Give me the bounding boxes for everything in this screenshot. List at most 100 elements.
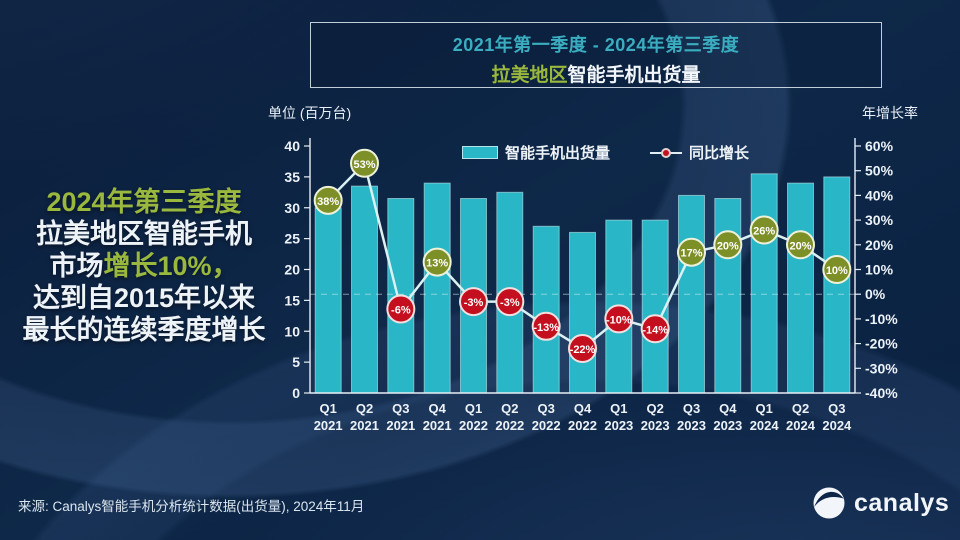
growth-marker-Q4-2022 (568, 334, 597, 364)
bar-Q4-2022 (569, 231, 596, 394)
x-label-quarter: Q4 (574, 401, 592, 416)
right-axis-tick-label: 50% (865, 163, 894, 179)
canalys-logo: canalys (812, 486, 949, 520)
legend-dot-icon (661, 147, 672, 158)
headline-line-3: 市场增长10%， (8, 250, 280, 282)
legend-item-shipments: 智能手机出货量 (462, 142, 610, 163)
headline-line-3-white: 市场 (49, 251, 104, 281)
x-label-quarter: Q1 (755, 401, 772, 416)
canalys-logo-text: canalys (854, 488, 950, 517)
x-label-year: 2021 (350, 418, 379, 433)
bar-Q3-2023 (678, 194, 705, 394)
growth-marker-Q3-2022 (531, 311, 561, 341)
legend-bar-label: 智能手机出货量 (505, 145, 611, 162)
growth-marker-label: 20% (789, 240, 811, 252)
bar-Q2-2024 (787, 182, 814, 394)
growth-marker-label: -3% (464, 297, 484, 309)
left-axis-tick-label: 35 (284, 169, 300, 185)
right-axis-tick-label: 40% (865, 187, 894, 203)
legend-bar-swatch (462, 146, 498, 159)
growth-marker-label: 13% (426, 258, 448, 270)
headline-line-3-green: 增长10%， (103, 251, 239, 281)
x-label-year: 2022 (532, 418, 561, 433)
growth-marker-Q1-2023 (604, 304, 634, 334)
legend-line-label: 同比增长 (689, 145, 750, 162)
left-axis-tick-label: 25 (284, 231, 300, 247)
bar-Q4-2023 (714, 198, 742, 394)
right-axis-tick-label: -40% (865, 385, 898, 401)
left-axis-tick-label: 20 (284, 262, 300, 278)
x-label-quarter: Q2 (792, 401, 809, 416)
growth-marker-label: -14% (642, 324, 668, 336)
headline-line-4: 达到自2015年以来 (32, 283, 256, 313)
growth-marker-Q3-2021 (386, 294, 416, 324)
x-label-year: 2024 (750, 418, 780, 433)
growth-marker-Q2-2021 (350, 148, 379, 178)
x-label-quarter: Q1 (465, 401, 482, 416)
right-axis-tick-label: 20% (865, 237, 894, 253)
growth-marker-label: 17% (680, 248, 702, 260)
growth-marker-Q1-2021 (313, 185, 343, 215)
chart-svg: 0 5 10 15 20 25 30 35 40 -40% -30% -20% -10% 0% 10% 20%… (284, 138, 898, 433)
x-label-quarter: Q3 (683, 401, 700, 416)
legend-item-growth: 同比增长 (650, 142, 749, 163)
chart-title-box: 2021年第一季度 - 2024年第三季度 拉美地区智能手机出货量 (310, 22, 882, 88)
growth-marker-Q3-2023 (677, 237, 706, 267)
growth-marker-Q3-2024 (822, 255, 852, 284)
headline-line-5: 最长的连续季度增长 (22, 315, 266, 345)
bar-Q2-2023 (641, 219, 669, 394)
chart-title-main: 拉美地区智能手机出货量 (311, 60, 881, 87)
x-label-quarter: Q3 (537, 401, 554, 416)
right-axis-title: 年增长率 (862, 105, 918, 121)
x-label-year: 2022 (459, 418, 488, 433)
growth-marker-Q1-2024 (749, 215, 779, 245)
x-label-quarter: Q3 (828, 401, 845, 416)
x-label-quarter: Q1 (319, 401, 336, 416)
bar-Q2-2021 (351, 185, 378, 394)
growth-marker-Q2-2024 (786, 230, 815, 260)
x-label-quarter: Q2 (501, 401, 518, 416)
growth-marker-Q4-2021 (422, 247, 452, 277)
left-axis-tick-label: 10 (284, 323, 300, 339)
growth-marker-Q1-2022 (459, 287, 488, 317)
right-axis-tick-label: 30% (865, 212, 894, 228)
x-label-year: 2022 (495, 418, 524, 433)
growth-marker-label: -6% (391, 305, 411, 317)
x-label-year: 2021 (314, 418, 343, 433)
left-axis-tick-label: 40 (284, 138, 300, 154)
x-label-quarter: Q3 (392, 401, 409, 416)
growth-marker-Q2-2022 (495, 287, 525, 317)
chart-title-region: 拉美地区 (491, 65, 568, 86)
headline-line-2: 拉美地区智能手机 (36, 219, 252, 249)
left-axis-tick-label: 5 (292, 354, 300, 370)
right-axis-tick-label: -30% (865, 360, 898, 376)
x-label-year: 2022 (568, 418, 597, 433)
right-axis-tick-label: 10% (865, 262, 894, 278)
left-axis-title: 单位 (百万台) (268, 105, 352, 121)
bar-Q3-2024 (823, 176, 851, 394)
bar-Q4-2021 (423, 182, 451, 394)
chart-title-period: 2021年第一季度 - 2024年第三季度 (452, 35, 740, 55)
bar-Q3-2022 (532, 225, 560, 394)
x-label-quarter: Q2 (356, 401, 373, 416)
growth-marker-Q2-2023 (640, 314, 670, 344)
bar-Q1-2021 (314, 207, 342, 394)
x-label-quarter: Q1 (610, 401, 627, 416)
bar-Q1-2024 (750, 173, 778, 394)
x-label-year: 2023 (677, 418, 706, 433)
canalys-logo-icon (813, 487, 845, 519)
growth-marker-label: 10% (826, 265, 848, 277)
right-axis-tick-label: 0% (865, 286, 886, 302)
left-axis-tick-label: 0 (292, 385, 300, 401)
x-label-year: 2021 (423, 418, 452, 433)
growth-marker-label: -10% (606, 314, 632, 326)
x-label-year: 2023 (641, 418, 670, 433)
growth-marker-Q4-2023 (713, 230, 743, 260)
headline-summary: 2024年第三季度 拉美地区智能手机 市场增长10%， 达到自2015年以来 最… (8, 186, 280, 346)
right-axis-tick-label: -10% (865, 311, 898, 327)
x-label-year: 2024 (786, 418, 816, 433)
x-label-quarter: Q4 (719, 401, 737, 416)
x-label-year: 2023 (604, 418, 633, 433)
right-axis-tick-label: 60% (865, 138, 894, 154)
